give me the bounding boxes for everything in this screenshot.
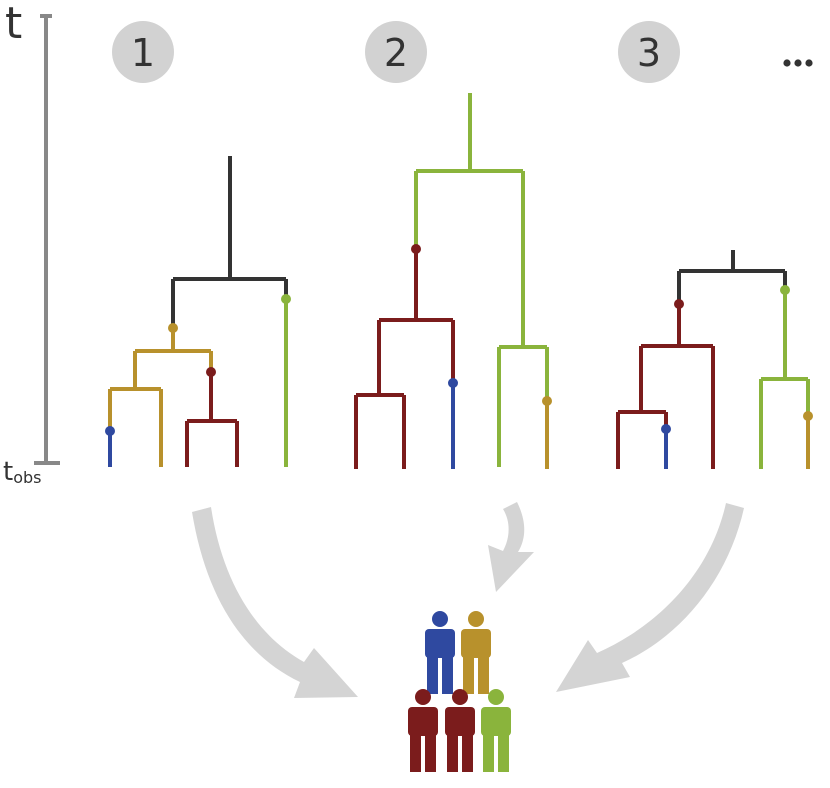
- tree-3-node-green: [780, 285, 790, 295]
- ellipsis-dot: [805, 59, 813, 67]
- ellipsis-more-trees: [783, 59, 813, 67]
- badge-number: 2: [384, 31, 408, 75]
- badge-number: 3: [637, 31, 661, 75]
- badge-number: 1: [131, 31, 155, 75]
- person-icon-green: [481, 689, 511, 772]
- tree-1: [105, 156, 291, 467]
- observation-time-label-main: t: [3, 457, 13, 487]
- tree-3-node-blue: [661, 424, 671, 434]
- tree-2: [354, 93, 552, 469]
- tree-3-red-branches: [616, 304, 715, 469]
- observation-time-label-sub: obs: [13, 468, 41, 487]
- tree-3: [616, 250, 813, 469]
- arrow-from-tree-1: [192, 507, 358, 698]
- time-axis: [34, 14, 60, 465]
- tree-badge-2: 2: [365, 21, 427, 83]
- observation-time-label: tobs: [3, 457, 41, 487]
- tree-3-root-branches: [677, 250, 787, 304]
- tree-1-root-branches: [171, 156, 288, 328]
- tree-3-green-branches: [759, 290, 810, 469]
- tree-1-red-branches: [185, 372, 239, 467]
- tree-1-node-green: [281, 294, 291, 304]
- tree-badge-1: 1: [112, 21, 174, 83]
- ellipsis-dot: [794, 59, 802, 67]
- converging-arrows: [192, 502, 744, 698]
- tree-badge-3: 3: [618, 21, 680, 83]
- badge-circle: [618, 21, 680, 83]
- tree-2-node-red: [411, 244, 421, 254]
- person-icon-gold: [461, 611, 491, 694]
- arrow-from-tree-2: [488, 502, 534, 592]
- tree-1-node-blue: [105, 426, 115, 436]
- badge-circle: [112, 21, 174, 83]
- person-icon-red: [408, 689, 438, 772]
- person-icon-red: [445, 689, 475, 772]
- tree-2-green-branches: [414, 93, 549, 467]
- tree-1-node-red: [206, 367, 216, 377]
- badge-circle: [365, 21, 427, 83]
- tree-2-node-blue: [448, 378, 458, 388]
- tree-3-node-gold: [803, 411, 813, 421]
- time-axis-label: t: [5, 0, 22, 49]
- tree-1-gold-branches: [108, 328, 213, 467]
- person-icon-blue: [425, 611, 455, 694]
- ellipsis-dot: [783, 59, 791, 67]
- tree-2-node-gold: [542, 396, 552, 406]
- tree-3-node-red: [674, 299, 684, 309]
- tree-1-node-gold: [168, 323, 178, 333]
- tree-2-red-branches: [354, 249, 455, 469]
- arrow-from-tree-3: [556, 503, 744, 692]
- population-group: [408, 611, 511, 772]
